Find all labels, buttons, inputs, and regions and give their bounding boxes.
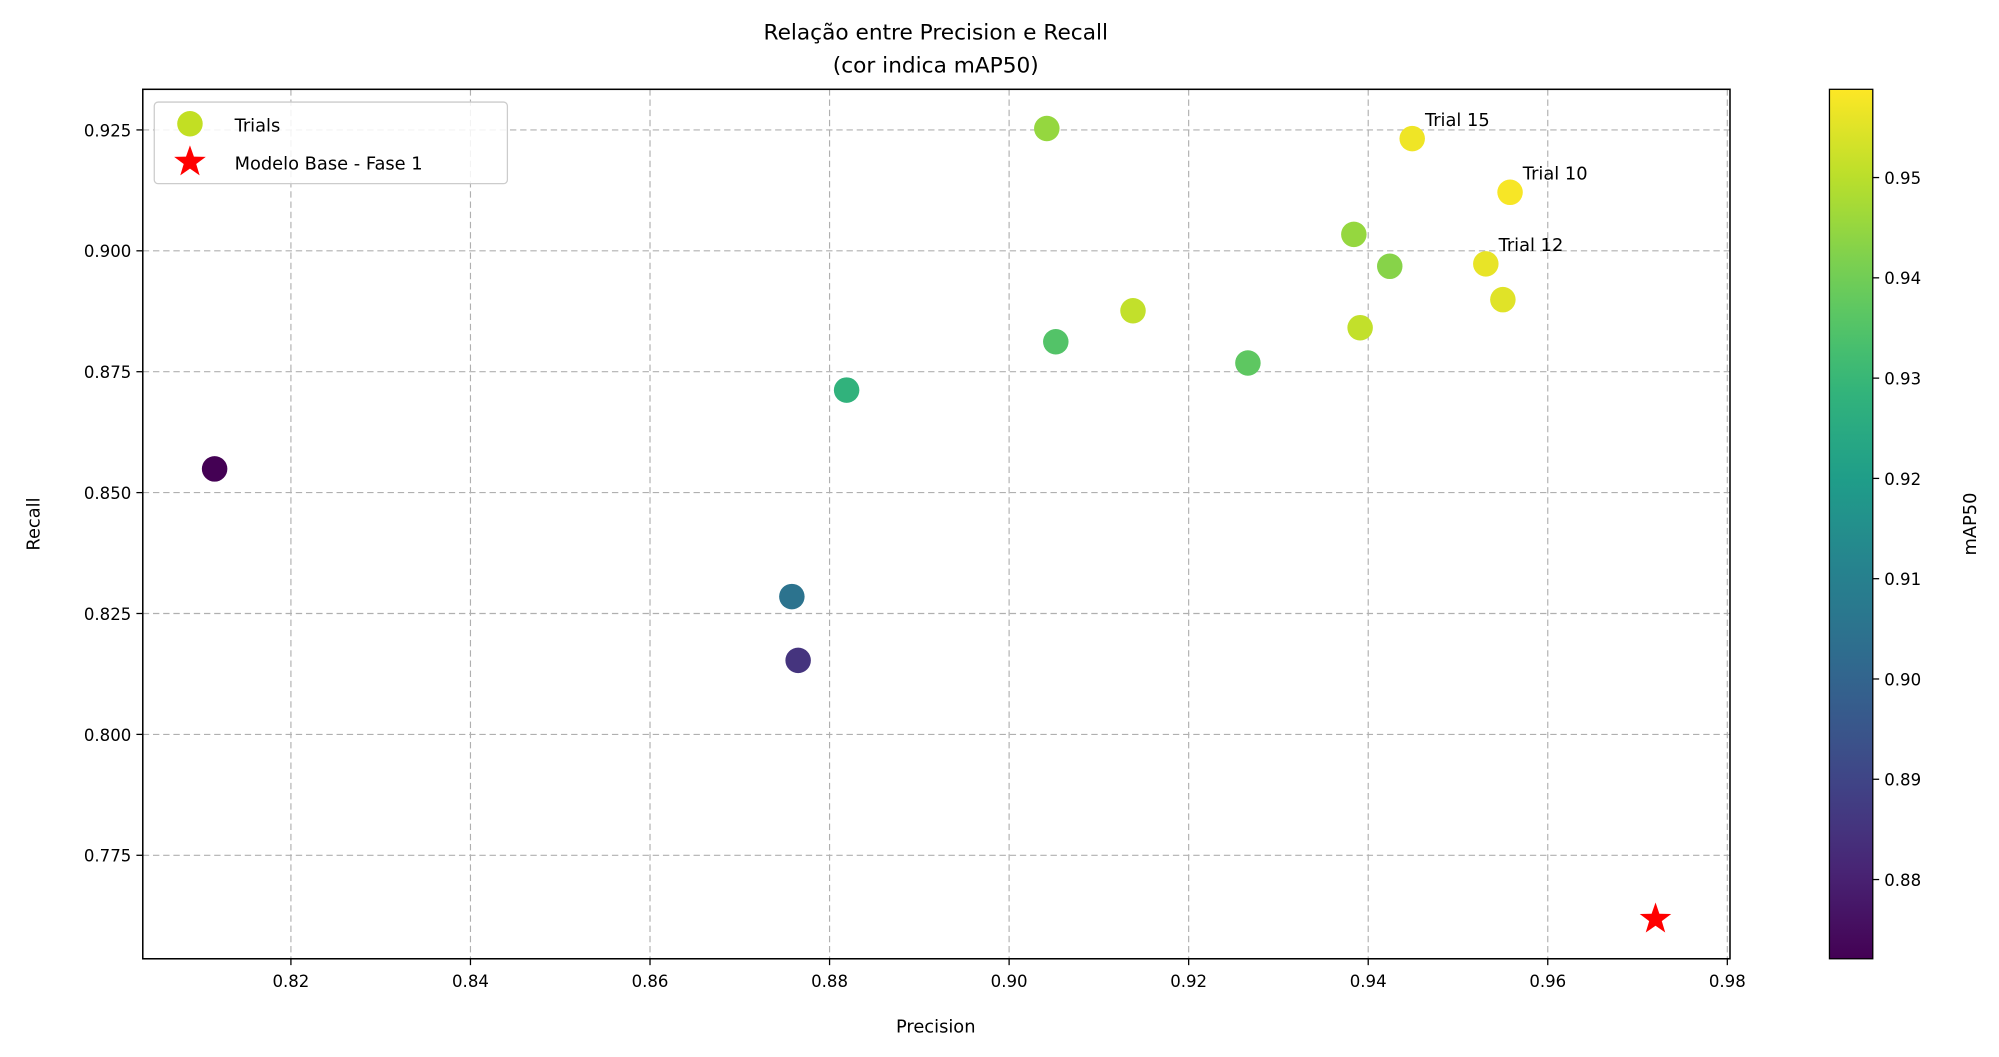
trial-point	[1497, 179, 1523, 206]
y-tick-label: 0.775	[84, 847, 131, 866]
trial-point	[1120, 298, 1146, 324]
colorbar-label: mAP50	[1960, 493, 1981, 556]
legend-trials-marker	[177, 110, 203, 137]
trial-point	[1341, 221, 1367, 248]
legend: Trials Modelo Base - Fase 1	[153, 101, 509, 185]
colorbar-tick-label: 0.95	[1884, 169, 1921, 188]
colorbar-tick-label: 0.94	[1884, 269, 1921, 288]
grid	[142, 89, 1731, 959]
colorbar-tick-label: 0.91	[1884, 570, 1921, 589]
x-tick-label: 0.88	[811, 972, 848, 991]
trial-annotation: Trial 10	[1522, 164, 1588, 185]
y-tick-label: 0.925	[84, 121, 131, 140]
data-points: Trial 15 Trial 12 Trial 10	[201, 110, 1672, 933]
trial-annotation: Trial 15	[1424, 110, 1490, 131]
y-axis-label: Recall	[24, 497, 45, 550]
colorbar-ticks: 0.88 0.89 0.90 0.91 0.92 0.93 0.94 0.95	[1872, 169, 1921, 890]
x-tick-label: 0.86	[632, 972, 669, 991]
y-tick-label: 0.900	[84, 242, 131, 261]
x-tick-label: 0.82	[272, 972, 309, 991]
colorbar-tick-label: 0.93	[1884, 369, 1921, 388]
y-axis-ticks: 0.775 0.800 0.825 0.850 0.875 0.900 0.925	[84, 121, 143, 866]
y-tick-label: 0.875	[84, 363, 131, 382]
x-axis-label: Precision	[896, 1017, 976, 1038]
x-tick-label: 0.84	[452, 972, 489, 991]
colorbar-tick-label: 0.88	[1884, 871, 1921, 890]
trial-point	[785, 647, 811, 674]
chart-subtitle: (cor indica mAP50)	[833, 54, 1039, 79]
trial-point	[1034, 115, 1060, 142]
plot-frame	[142, 88, 1731, 960]
trial-point	[1377, 253, 1403, 280]
x-tick-label: 0.94	[1350, 972, 1387, 991]
x-tick-label: 0.90	[991, 972, 1028, 991]
trial-point	[779, 583, 805, 610]
base-model-star	[1639, 902, 1672, 933]
trial-point	[1235, 350, 1261, 376]
colorbar-tick-label: 0.90	[1884, 670, 1921, 689]
trial-point	[1473, 251, 1499, 277]
colorbar-tick-label: 0.89	[1884, 771, 1921, 790]
y-tick-label: 0.800	[84, 726, 131, 745]
chart-title: Relação entre Precision e Recall	[764, 21, 1109, 46]
y-tick-label: 0.825	[84, 605, 131, 624]
trial-point	[1399, 125, 1425, 152]
colorbar-tick-label: 0.92	[1884, 470, 1921, 489]
colorbar	[1828, 88, 1874, 960]
x-tick-label: 0.98	[1709, 972, 1746, 991]
trial-point	[1347, 314, 1373, 341]
trial-point	[1043, 328, 1069, 355]
legend-base-label: Modelo Base - Fase 1	[235, 154, 423, 175]
legend-trials-label: Trials	[234, 115, 281, 136]
x-tick-label: 0.92	[1170, 972, 1207, 991]
x-axis-ticks: 0.82 0.84 0.86 0.88 0.90 0.92 0.94 0.96 0.98	[272, 958, 1746, 991]
y-tick-label: 0.850	[84, 484, 131, 503]
trial-annotation: Trial 12	[1498, 235, 1564, 256]
trial-point	[1490, 286, 1516, 313]
trial-point	[201, 456, 228, 482]
legend-star-marker	[174, 145, 206, 176]
trial-point	[833, 377, 860, 403]
x-tick-label: 0.96	[1529, 972, 1566, 991]
